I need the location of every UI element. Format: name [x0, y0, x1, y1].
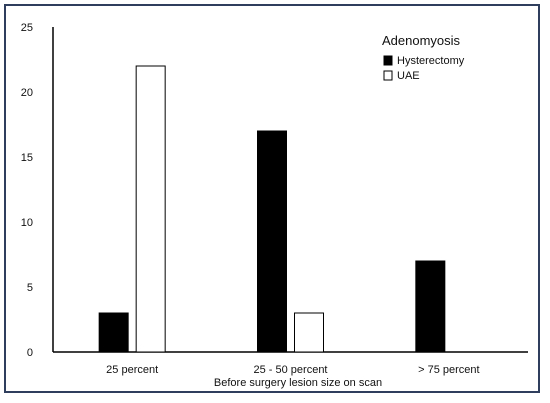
x-axis-label: Before surgery lesion size on scan	[214, 377, 382, 389]
legend-swatch-uae	[383, 70, 393, 81]
legend-title: Adenomyosis	[382, 33, 461, 48]
legend-label-uae: UAE	[397, 70, 420, 82]
legend-swatch-hysterectomy	[383, 55, 393, 66]
bar-hysterectomy-1	[98, 312, 129, 353]
legend-label-hysterectomy: Hysterectomy	[397, 55, 465, 67]
category-label: > 75 percent	[418, 364, 479, 376]
y-tick-label: 15	[21, 152, 33, 164]
category-label: 25 - 50 percent	[254, 364, 328, 376]
category-labels: 25 percent 25 - 50 percent > 75 percent	[106, 364, 479, 376]
y-tick-label: 0	[27, 347, 33, 359]
y-tick-label: 25	[21, 22, 33, 34]
y-tick-label: 20	[21, 87, 33, 99]
bar-uae-1	[135, 65, 166, 353]
bar-hysterectomy-2	[257, 130, 287, 353]
bar-hysterectomy-3	[415, 260, 446, 353]
category-label: 25 percent	[106, 364, 158, 376]
axes	[52, 27, 528, 353]
y-tick-label: 10	[21, 217, 33, 229]
bar-uae-2	[294, 312, 324, 353]
y-tick-labels: 0 5 10 15 20 25	[21, 22, 33, 359]
bars	[98, 65, 446, 353]
legend: Adenomyosis Hysterectomy UAE	[382, 33, 465, 82]
y-tick-label: 5	[27, 282, 33, 294]
